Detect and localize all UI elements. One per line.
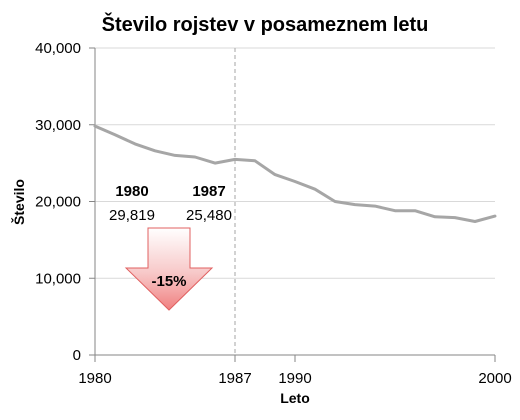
series-line-0 bbox=[93, 124, 497, 223]
decline-arrow bbox=[124, 227, 214, 311]
annotations: 1980 29,819 1987 25,480 -15% bbox=[109, 183, 232, 311]
x-tick-label-1990: 1990 bbox=[278, 370, 311, 387]
annotation-value-1987: 25,480 bbox=[186, 207, 232, 224]
y-axis-label: Število bbox=[10, 179, 27, 225]
labels: Število rojstev v posameznem letu Leto Š… bbox=[10, 12, 428, 406]
y-tick-label-30000: 30,000 bbox=[35, 117, 81, 134]
chart-title: Število rojstev v posameznem letu bbox=[102, 12, 429, 36]
annotation-value-1980: 29,819 bbox=[109, 207, 155, 224]
y-tick-label-10000: 10,000 bbox=[35, 270, 81, 287]
y-tick-label-20000: 20,000 bbox=[35, 194, 81, 211]
y-tick-label-0: 0 bbox=[73, 347, 81, 364]
annotation-year-1987: 1987 bbox=[192, 183, 225, 200]
x-tick-label-2000: 2000 bbox=[478, 370, 511, 387]
x-tick-label-1980: 1980 bbox=[78, 370, 111, 387]
y-tick-label-40000: 40,000 bbox=[35, 40, 81, 57]
x-axis-label: Leto bbox=[280, 390, 310, 406]
series-layer bbox=[93, 124, 497, 223]
change-label: -15% bbox=[151, 273, 186, 290]
gridlines bbox=[95, 47, 495, 279]
axes: 0 10,000 20,000 30,000 40,000 1980 1987 1990 200… bbox=[35, 40, 512, 387]
x-tick-label-1987: 1987 bbox=[218, 370, 251, 387]
annotation-year-1980: 1980 bbox=[115, 183, 148, 200]
